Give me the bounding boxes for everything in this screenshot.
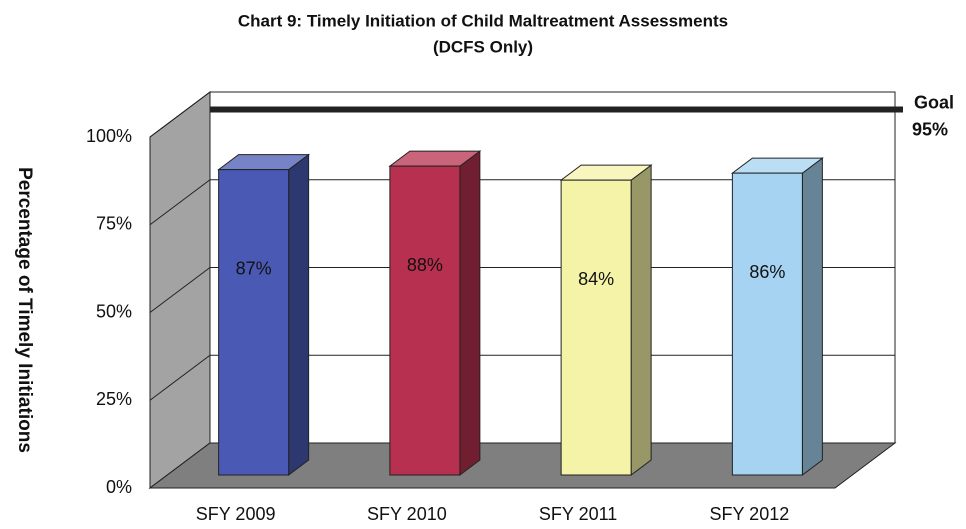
bar [389, 165, 461, 476]
y-tick-label: 50% [96, 301, 132, 321]
grid-line [149, 354, 211, 401]
grid-line [149, 267, 211, 313]
data-label: 86% [749, 262, 785, 282]
data-label: 87% [236, 258, 272, 278]
y-axis-title: Percentage of Timely Initiations [14, 167, 35, 453]
bar [218, 169, 290, 476]
floor [148, 442, 897, 489]
chart-title: Chart 9: Timely Initiation of Child Malt… [238, 11, 728, 30]
data-label: 88% [407, 255, 443, 275]
x-tick-label: SFY 2010 [367, 504, 447, 524]
goal-label: Goal [914, 92, 954, 112]
bar [731, 172, 803, 476]
goal-value-label: 95% [912, 119, 948, 139]
bar-side [288, 153, 310, 476]
bar-side [459, 150, 481, 476]
y-tick-label: 25% [96, 389, 132, 409]
grid-line [149, 179, 211, 226]
grid-line [149, 91, 211, 138]
chart-subtitle: (DCFS Only) [433, 37, 533, 56]
data-label: 84% [578, 269, 614, 289]
y-tick-label: 0% [106, 477, 132, 497]
bar [560, 179, 632, 476]
x-tick-label: SFY 2012 [710, 504, 790, 524]
bar-side [801, 157, 823, 476]
x-tick-label: SFY 2009 [196, 504, 276, 524]
y-tick-label: 75% [96, 214, 132, 234]
y-tick-label: 100% [86, 126, 132, 146]
x-tick-label: SFY 2011 [539, 504, 617, 524]
bar-side [630, 164, 652, 476]
